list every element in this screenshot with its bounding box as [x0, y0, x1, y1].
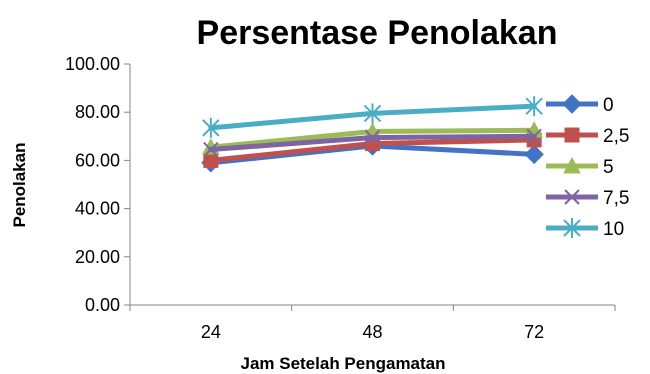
legend: 0 2,5 5 7,5 10 [546, 94, 629, 240]
chart-title: Persentase Penolakan [197, 14, 558, 52]
y-tick-label: 60.00 [75, 150, 120, 170]
legend-marker [564, 189, 580, 205]
legend-marker [563, 218, 581, 238]
data-point [364, 129, 381, 146]
legend-item: 5 [546, 156, 614, 178]
x-axis-title: Jam Setelah Pengamatan [240, 354, 445, 373]
y-tick-label: 80.00 [75, 102, 120, 122]
y-tick-label: 40.00 [75, 199, 120, 219]
y-tick-label: 100.00 [65, 54, 120, 74]
axes [124, 63, 616, 311]
data-point [526, 128, 542, 145]
data-point [525, 96, 543, 117]
x-axis-tick-labels: 24 48 72 [201, 322, 544, 342]
legend-item: 10 [546, 218, 624, 240]
legend-item: 0 [546, 94, 614, 116]
series-3 [203, 128, 542, 158]
legend-label: 5 [603, 157, 614, 178]
x-tick-label: 48 [362, 322, 382, 342]
data-point [524, 144, 544, 165]
series-layer [201, 96, 544, 173]
x-tick-label: 72 [524, 322, 544, 342]
data-point [202, 117, 220, 138]
data-point [203, 141, 219, 158]
legend-label: 0 [603, 95, 614, 116]
y-tick-label: 0.00 [85, 295, 120, 315]
series-4 [202, 96, 543, 138]
legend-label: 10 [603, 219, 624, 240]
legend-marker [562, 94, 582, 114]
y-axis-tick-labels: 0.00 20.00 40.00 60.00 80.00 100.00 [65, 54, 120, 315]
y-tick-label: 20.00 [75, 247, 120, 267]
legend-item: 7,5 [546, 188, 629, 209]
legend-label: 2,5 [603, 126, 629, 147]
legend-item: 2,5 [546, 126, 629, 147]
x-tick-label: 24 [201, 322, 221, 342]
legend-label: 7,5 [603, 188, 629, 209]
legend-marker [564, 127, 580, 143]
y-axis-title: Penolakan [10, 142, 29, 227]
legend-marker [563, 156, 581, 174]
data-point [363, 103, 382, 124]
